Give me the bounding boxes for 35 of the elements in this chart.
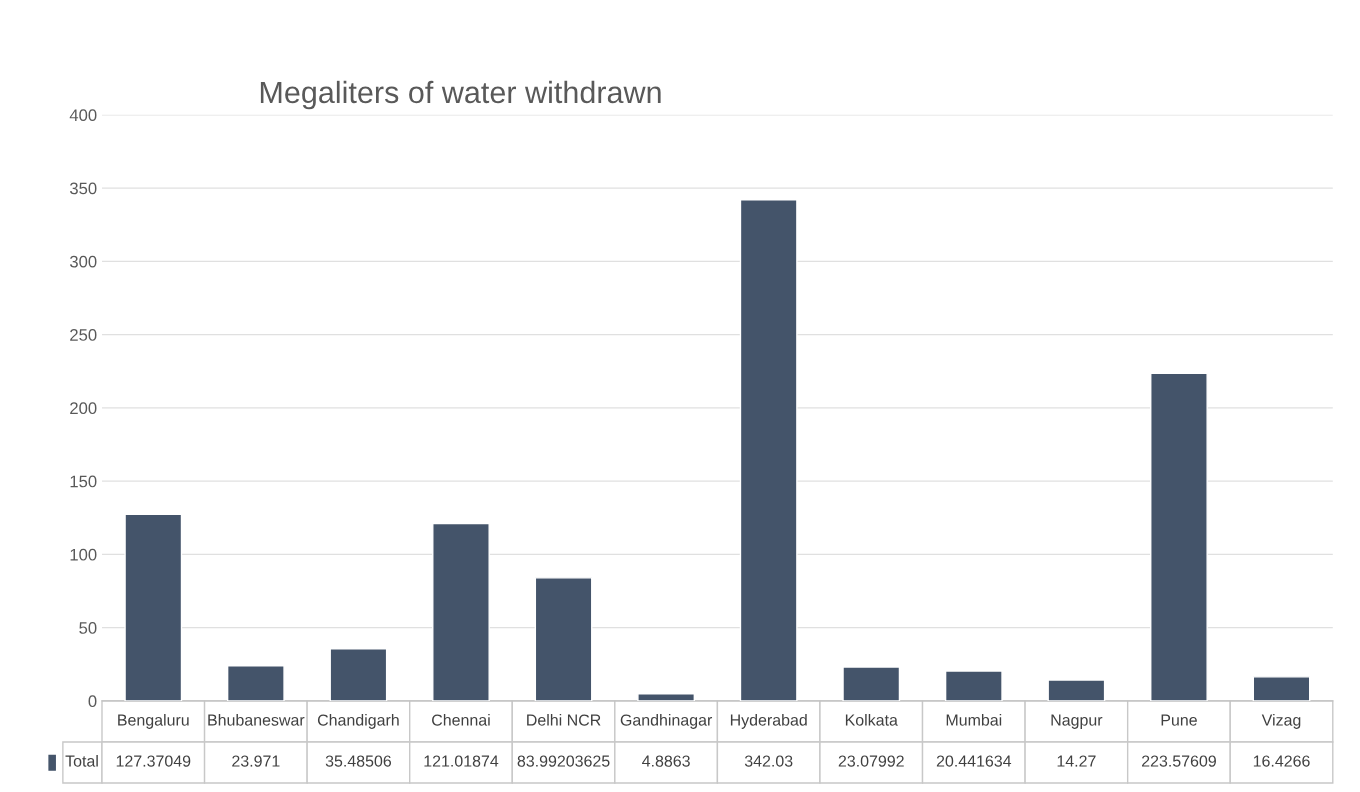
data-label: 121.01874 bbox=[424, 755, 499, 767]
x-tick-label: Hyderabad bbox=[730, 713, 807, 729]
data-label: 83.99203625 bbox=[517, 755, 610, 767]
y-tick-label: 400 bbox=[69, 109, 97, 122]
y-tick-label: 350 bbox=[69, 182, 97, 195]
data-label: 16.4266 bbox=[1253, 755, 1310, 767]
x-tick-label: Nagpur bbox=[1051, 714, 1103, 729]
x-tick-label: Pune bbox=[1161, 714, 1197, 726]
y-tick-label: 300 bbox=[69, 255, 97, 268]
legend-label: Total bbox=[65, 755, 98, 767]
x-tick-label: Chandigarh bbox=[317, 713, 399, 729]
data-label: 127.37049 bbox=[116, 755, 191, 767]
data-label: 342.03 bbox=[744, 755, 793, 767]
x-tick-label: Bhubaneswar bbox=[208, 713, 305, 726]
x-tick-label: Delhi NCR bbox=[527, 713, 601, 726]
x-tick-label: Mumbai bbox=[946, 713, 1002, 726]
y-tick-label: 50 bbox=[79, 622, 97, 634]
y-tick-label: 100 bbox=[70, 548, 97, 561]
data-label: 35.48506 bbox=[325, 755, 392, 767]
data-label: 223.57609 bbox=[1142, 755, 1216, 767]
chart-title: Megaliters of water withdrawn bbox=[260, 80, 661, 110]
x-tick-label: Vizag bbox=[1261, 713, 1301, 729]
y-tick-label: 200 bbox=[70, 402, 97, 415]
x-tick-label: Bengaluru bbox=[118, 713, 189, 729]
data-label: 4.8863 bbox=[642, 755, 690, 767]
data-label: 23.07992 bbox=[838, 755, 904, 767]
data-label: 14.27 bbox=[1057, 755, 1096, 767]
y-tick-label: 0 bbox=[88, 695, 97, 708]
x-tick-label: Gandhinagar bbox=[620, 713, 713, 729]
x-tick-label: Kolkata bbox=[845, 713, 898, 726]
x-tick-label: Chennai bbox=[432, 713, 490, 726]
y-tick-label: 150 bbox=[70, 475, 97, 488]
data-label: 23.971 bbox=[232, 755, 280, 767]
y-tick-label: 250 bbox=[70, 329, 97, 341]
data-label: 20.441634 bbox=[936, 755, 1012, 767]
